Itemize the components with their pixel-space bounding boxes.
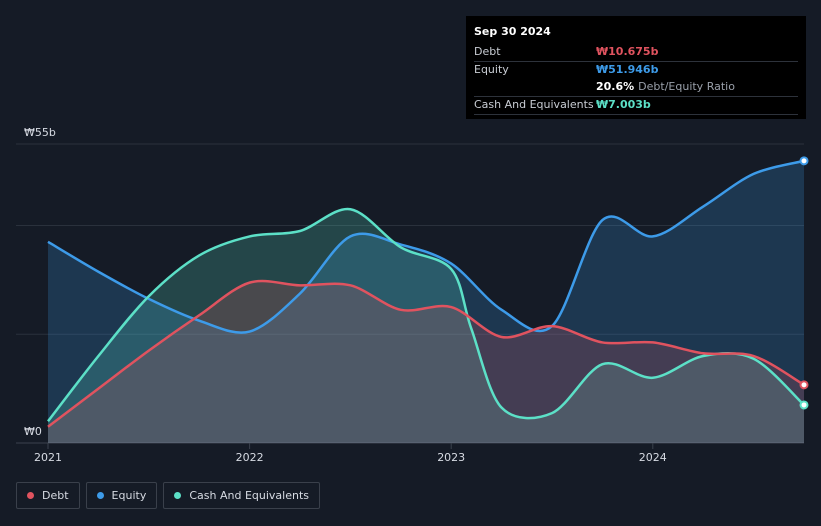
y-axis-bottom-label: ₩0 [24, 425, 42, 438]
legend-label: Cash And Equivalents [189, 489, 309, 502]
end-markers [799, 156, 809, 410]
legend-label: Equity [111, 489, 147, 502]
legend-item-equity[interactable]: Equity [85, 482, 158, 509]
tooltip-ratio-label: Debt/Equity Ratio [638, 80, 735, 93]
cash-and-equivalents-end-point[interactable] [799, 400, 809, 410]
tooltip-label: Cash And Equivalents [474, 98, 594, 111]
equity-dot-icon [96, 492, 104, 499]
tooltip-cash-value: ₩7.003b [596, 98, 651, 111]
debt-area [48, 280, 804, 443]
legend-label: Debt [42, 489, 69, 502]
cash-and-equivalents-area [48, 209, 804, 443]
x-tick-label: 2021 [34, 451, 62, 464]
tooltip-label: Equity [474, 63, 509, 76]
tooltip-ratio-value: 20.6% [596, 80, 635, 93]
series-lines [47, 159, 805, 428]
x-tick-label: 2023 [437, 451, 465, 464]
tooltip-row-cash: Cash And Equivalents ₩7.003b [474, 96, 798, 114]
debt-line[interactable] [47, 279, 805, 428]
data-tooltip: Sep 30 2024 Debt ₩10.675b Equity ₩51.946… [466, 16, 806, 119]
tooltip-row-ratio: 20.6% Debt/Equity Ratio [474, 79, 798, 96]
tooltip-row-debt: Debt ₩10.675b [474, 44, 798, 61]
equity-end-point[interactable] [799, 156, 809, 166]
debt-end-point[interactable] [799, 380, 809, 390]
tooltip-row-equity: Equity ₩51.946b [474, 61, 798, 79]
x-axis: 2021 2022 2023 2024 [34, 443, 667, 464]
tooltip-label: Debt [474, 45, 501, 58]
tooltip-date: Sep 30 2024 [474, 25, 551, 38]
x-tick-label: 2022 [236, 451, 264, 464]
series-areas [48, 160, 804, 443]
equity-area [48, 160, 804, 443]
debt-dot-icon [27, 492, 34, 499]
y-axis-top-label: ₩55b [24, 126, 56, 139]
legend-item-debt[interactable]: Debt [16, 482, 80, 509]
tooltip-equity-value: ₩51.946b [596, 63, 659, 76]
tooltip-debt-value: ₩10.675b [596, 45, 659, 58]
cash-and-equivalents-line[interactable] [47, 207, 805, 423]
tooltip-bottom-rule [474, 114, 798, 116]
grid [16, 143, 804, 444]
x-tick-label: 2024 [639, 451, 667, 464]
legend: Debt Equity Cash And Equivalents [16, 482, 320, 509]
cash-dot-icon [174, 492, 182, 499]
tooltip-label [474, 79, 596, 96]
equity-line[interactable] [47, 159, 805, 334]
legend-item-cash[interactable]: Cash And Equivalents [163, 482, 320, 509]
